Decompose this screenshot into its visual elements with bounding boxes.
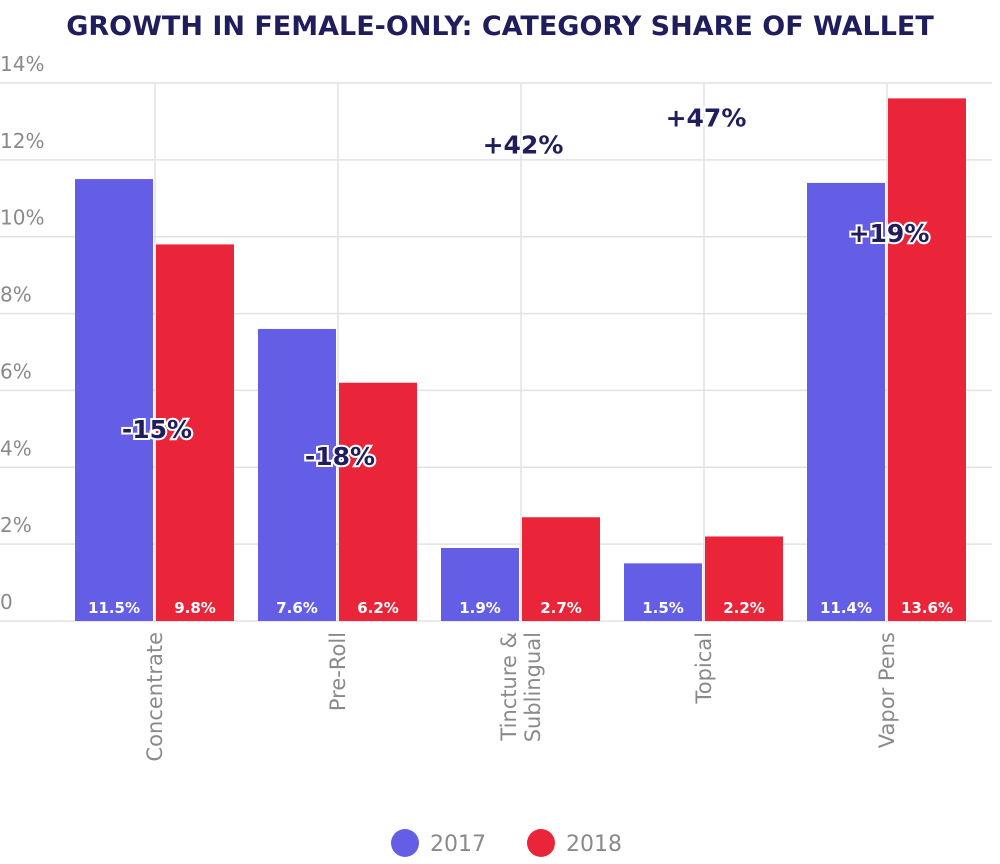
change-annotation: +47% [666,104,747,133]
change-annotation: -15% [122,415,192,444]
data-label: 11.5% [88,599,140,617]
bar-2018 [156,244,234,621]
data-label: 9.8% [174,599,216,617]
y-tick-label: 14% [0,52,44,76]
change-annotation: +19% [849,219,930,248]
legend-label: 2017 [430,832,486,857]
change-annotation: -18% [305,442,375,471]
chart-title: GROWTH IN FEMALE-ONLY: CATEGORY SHARE OF… [66,11,934,42]
change-annotation: +42% [483,130,564,159]
category-label: Concentrate [143,632,167,762]
bar-2017 [624,563,702,621]
data-label: 7.6% [276,599,318,617]
data-label: 1.5% [642,599,684,617]
category-label: Vapor Pens [875,632,899,748]
category-label: Pre-Roll [326,632,350,711]
y-tick-label: 0 [0,590,13,614]
data-label: 13.6% [901,599,953,617]
data-label: 2.2% [723,599,765,617]
category-label: Sublingual [521,632,545,742]
data-label: 6.2% [357,599,399,617]
data-label: 2.7% [540,599,582,617]
data-label: 11.4% [820,599,872,617]
legend-label: 2018 [566,832,622,857]
y-tick-label: 8% [0,283,32,307]
y-tick-label: 10% [0,206,44,230]
category-label: Tincture & [497,632,521,742]
bar-2017 [258,328,336,621]
data-label: 1.9% [459,599,501,617]
bar-2018 [339,382,417,621]
y-tick-label: 4% [0,436,32,460]
y-tick-label: 12% [0,129,44,153]
legend-marker-2018 [527,829,555,857]
bar-2018 [705,536,783,621]
legend-marker-2017 [391,829,419,857]
bar-2017 [441,547,519,621]
bar-2018 [522,517,600,621]
y-tick-label: 2% [0,513,32,537]
y-tick-label: 6% [0,359,32,383]
bar-2017 [75,179,153,622]
category-label: Topical [692,632,716,705]
bar-2018 [888,98,966,621]
bar-2017 [807,182,885,621]
